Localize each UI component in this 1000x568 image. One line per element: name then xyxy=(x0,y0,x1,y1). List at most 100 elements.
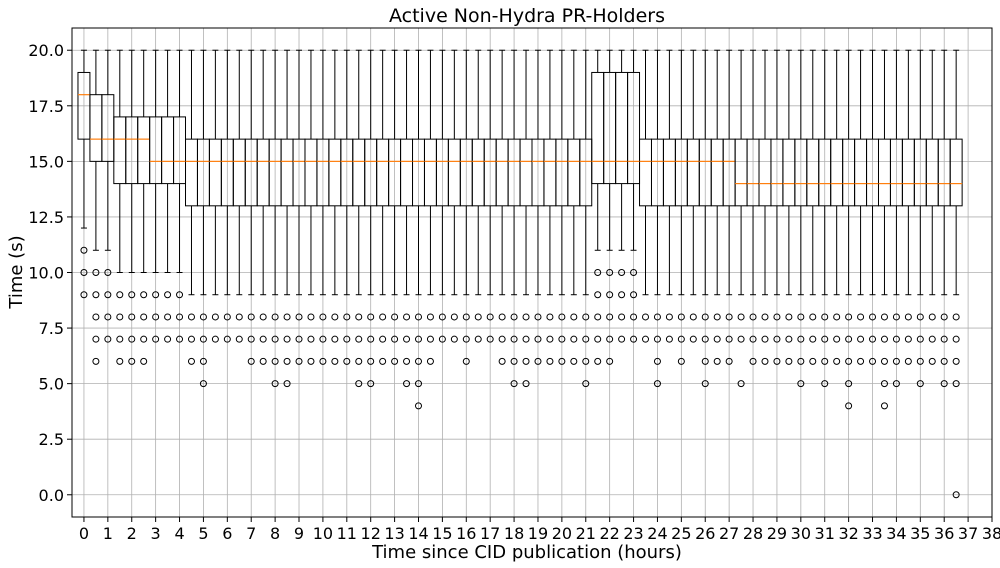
outlier-point xyxy=(797,380,805,388)
outlier-point xyxy=(116,291,124,299)
box-plot-item xyxy=(830,49,844,365)
outlier-point xyxy=(116,335,124,343)
box-plot-item xyxy=(854,49,868,365)
outlier-point xyxy=(892,357,900,365)
outlier-point xyxy=(689,313,697,321)
outlier-point xyxy=(510,380,518,388)
outlier-point xyxy=(558,335,566,343)
box-iqr xyxy=(758,138,772,207)
box-plot-item xyxy=(471,49,485,343)
outlier-point xyxy=(128,335,136,343)
y-tick-label: 15.0 xyxy=(28,152,64,171)
outlier-point xyxy=(618,313,626,321)
y-tick-label: 17.5 xyxy=(28,97,64,116)
box-iqr xyxy=(877,138,891,207)
outlier-point xyxy=(534,357,542,365)
outlier-point xyxy=(152,291,160,299)
outlier-point xyxy=(235,335,243,343)
outlier-point xyxy=(534,335,542,343)
box-plot-item xyxy=(256,49,270,365)
box-plot-item xyxy=(161,49,175,343)
outlier-point xyxy=(904,313,912,321)
box-plot-item xyxy=(698,49,712,388)
box-iqr xyxy=(686,138,700,207)
box-iqr xyxy=(495,138,509,207)
outlier-point xyxy=(104,335,112,343)
outlier-point xyxy=(689,335,697,343)
outlier-point xyxy=(546,335,554,343)
y-tick-label: 0.0 xyxy=(39,486,64,505)
outlier-point xyxy=(904,335,912,343)
outlier-point xyxy=(916,380,924,388)
box-plot-item xyxy=(806,49,820,365)
box-plot-item xyxy=(364,49,378,388)
box-iqr xyxy=(161,116,175,185)
outlier-point xyxy=(128,357,136,365)
x-tick-label: 11 xyxy=(337,524,357,543)
outlier-point xyxy=(749,357,757,365)
outlier-point xyxy=(701,357,709,365)
outlier-point xyxy=(176,313,184,321)
outlier-point xyxy=(379,313,387,321)
outlier-point xyxy=(295,357,303,365)
outlier-point xyxy=(952,313,960,321)
outlier-point xyxy=(367,313,375,321)
box-plot-item xyxy=(304,49,318,365)
box-plot-item xyxy=(280,49,294,388)
outlier-point xyxy=(414,357,422,365)
x-tick-label: 34 xyxy=(886,524,906,543)
outlier-point xyxy=(845,313,853,321)
x-tick-label: 26 xyxy=(695,524,715,543)
outlier-point xyxy=(677,357,685,365)
outlier-point xyxy=(211,335,219,343)
box-plot-item xyxy=(149,49,163,343)
x-tick-label: 10 xyxy=(313,524,333,543)
outlier-point xyxy=(737,380,745,388)
outlier-point xyxy=(845,380,853,388)
x-tick-label: 13 xyxy=(384,524,404,543)
outlier-point xyxy=(618,335,626,343)
outlier-point xyxy=(928,313,936,321)
outlier-point xyxy=(701,313,709,321)
outlier-point xyxy=(498,313,506,321)
outlier-point xyxy=(737,313,745,321)
box-iqr xyxy=(400,138,414,207)
chart-title: Active Non-Hydra PR-Holders xyxy=(389,5,665,27)
box-iqr xyxy=(662,138,676,207)
outlier-point xyxy=(713,335,721,343)
x-tick-label: 32 xyxy=(838,524,858,543)
outlier-point xyxy=(414,380,422,388)
outlier-point xyxy=(821,313,829,321)
box-plot-item xyxy=(220,49,234,343)
outlier-point xyxy=(916,357,924,365)
x-tick-label: 28 xyxy=(743,524,763,543)
outlier-point xyxy=(271,313,279,321)
outlier-point xyxy=(845,335,853,343)
outlier-point xyxy=(522,357,530,365)
y-axis-label: Time (s) xyxy=(6,235,27,309)
box-iqr xyxy=(423,138,437,207)
outlier-point xyxy=(570,335,578,343)
outlier-point xyxy=(761,357,769,365)
outlier-point xyxy=(211,313,219,321)
outlier-point xyxy=(307,357,315,365)
outlier-point xyxy=(462,335,470,343)
outlier-point xyxy=(701,335,709,343)
box-iqr xyxy=(471,138,485,207)
box-plot-item xyxy=(925,49,939,365)
outlier-point xyxy=(653,313,661,321)
outlier-point xyxy=(140,357,148,365)
box-plot-item xyxy=(615,49,629,343)
box-iqr xyxy=(639,138,652,207)
outlier-point xyxy=(295,335,303,343)
outlier-point xyxy=(773,335,781,343)
outlier-point xyxy=(247,357,255,365)
outlier-point xyxy=(833,335,841,343)
x-tick-label: 37 xyxy=(958,524,978,543)
outlier-point xyxy=(391,335,399,343)
outlier-point xyxy=(653,380,661,388)
outlier-point xyxy=(761,335,769,343)
box-plot-item xyxy=(328,49,342,365)
outlier-point xyxy=(510,313,518,321)
